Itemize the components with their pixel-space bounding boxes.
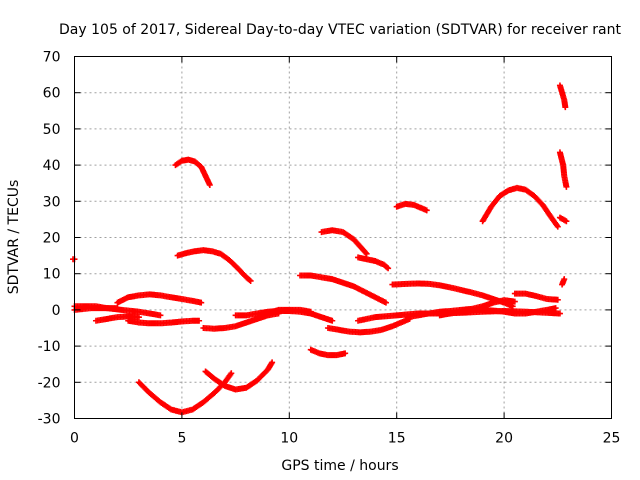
x-tick-label: 15 (388, 431, 406, 447)
y-tick-label: 70 (43, 50, 61, 66)
series-s3 (71, 305, 164, 319)
series-s11 (202, 359, 276, 393)
data-point (198, 299, 205, 306)
data-point (561, 276, 568, 283)
data-point (135, 314, 142, 321)
data-point (157, 312, 164, 319)
data-point (511, 298, 518, 305)
y-tick-label: -30 (38, 412, 61, 428)
series-s28 (556, 214, 570, 225)
x-axis-label: GPS time / hours (281, 458, 398, 474)
y-tick-label: 50 (43, 122, 61, 138)
chart-title: Day 105 of 2017, Sidereal Day-to-day VTE… (59, 22, 621, 38)
series-s9 (174, 247, 254, 284)
data-point (228, 370, 235, 377)
y-tick-label: 30 (43, 194, 61, 210)
data-point (329, 317, 336, 324)
series-s23 (436, 305, 559, 319)
series-s1 (70, 256, 78, 263)
x-tick-label: 20 (495, 431, 513, 447)
data-point (307, 308, 314, 315)
series-s18 (355, 254, 392, 272)
data-marks (70, 82, 570, 416)
y-tick-label: 40 (43, 158, 61, 174)
data-point (363, 250, 370, 257)
series-s17 (324, 315, 413, 336)
data-point (556, 310, 563, 317)
data-point (362, 249, 369, 256)
data-point (552, 305, 559, 312)
data-point (562, 104, 569, 111)
series-s15 (307, 346, 349, 359)
y-tick-label: -10 (38, 339, 61, 355)
x-tick-label: 25 (603, 431, 621, 447)
data-point (385, 265, 392, 272)
series-s13 (254, 306, 314, 321)
data-point (563, 218, 570, 225)
series-s26 (556, 82, 569, 111)
series-s7 (135, 370, 235, 416)
y-axis-label: SDTVAR / TECUs (6, 180, 22, 295)
series-s21 (393, 200, 430, 214)
series-s25 (511, 290, 561, 303)
series-s16 (318, 227, 370, 257)
x-tick-label: 0 (70, 431, 79, 447)
series-s20 (389, 280, 516, 310)
series-s27 (556, 149, 570, 190)
x-tick-label: 10 (280, 431, 298, 447)
data-point (554, 296, 561, 303)
y-tick-label: 10 (43, 267, 61, 283)
data-point (246, 277, 253, 284)
data-point (247, 277, 254, 284)
y-tick-label: 60 (43, 86, 61, 102)
series-s5 (114, 291, 205, 306)
y-tick-label: -20 (38, 375, 61, 391)
series-s29 (559, 276, 568, 288)
data-point (554, 223, 561, 230)
data-point (384, 264, 391, 271)
data-point (196, 317, 203, 324)
data-point (563, 183, 570, 190)
grid (74, 56, 612, 419)
series-s6 (125, 317, 203, 327)
series-s24 (479, 184, 561, 230)
series-s14 (297, 272, 389, 306)
series-s8 (172, 156, 213, 189)
y-tick-label: 0 (52, 303, 61, 319)
axis-ticks: 0 5 10 15 20 25 -30 -20 -10 0 10 20 30 40 50 60 70 (38, 50, 621, 447)
series-s4 (92, 313, 142, 324)
data-point (206, 182, 213, 189)
y-tick-label: 20 (43, 231, 61, 247)
x-tick-label: 5 (177, 431, 186, 447)
data-point (342, 350, 349, 357)
data-point (382, 299, 389, 306)
data-point (423, 207, 430, 214)
data-point (269, 359, 276, 366)
